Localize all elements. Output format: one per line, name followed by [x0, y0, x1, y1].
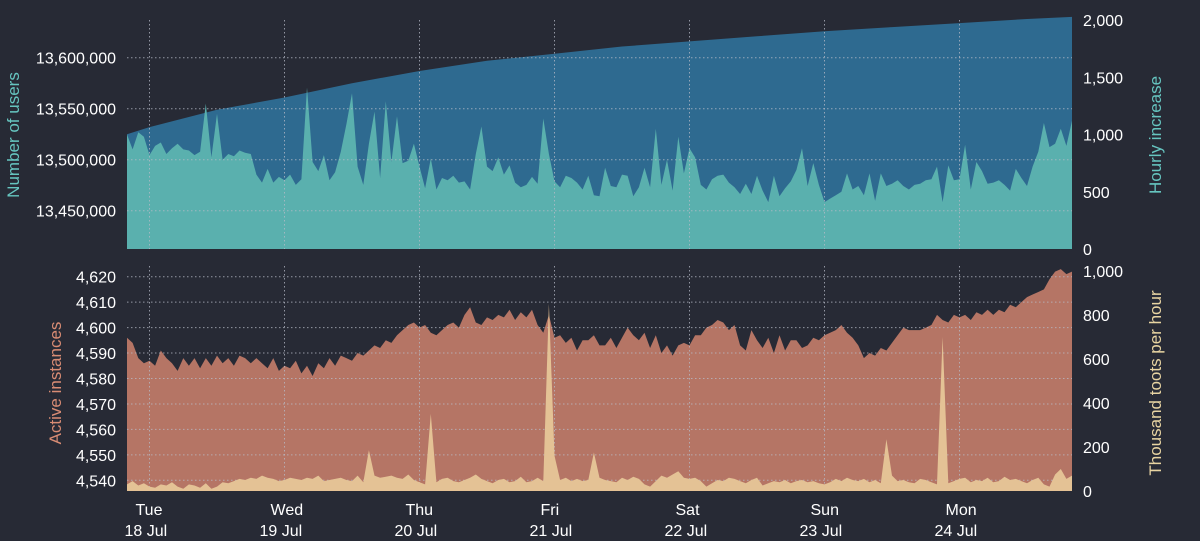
x-tick-day-label: Tue: [136, 502, 163, 519]
instances-axis-title: Active instances: [46, 322, 65, 445]
x-tick-date-label: 20 Jul: [395, 523, 438, 540]
x-tick-day-label: Sun: [811, 502, 839, 519]
0-right-tick-label: 1,500: [1083, 70, 1123, 87]
0-left-tick-label: 13,600,000: [36, 51, 116, 68]
1-right-tick-label: 800: [1083, 308, 1110, 325]
1-left-tick-label: 4,550: [76, 448, 116, 465]
x-tick-date-label: 18 Jul: [125, 523, 168, 540]
x-tick-day-label: Thu: [406, 502, 434, 519]
1-right-tick-label: 600: [1083, 352, 1110, 369]
1-left-tick-label: 4,620: [76, 270, 116, 287]
1-right-tick-label: 1,000: [1083, 264, 1123, 281]
1-right-tick-label: 200: [1083, 440, 1110, 457]
x-tick-date-label: 21 Jul: [530, 523, 573, 540]
1-left-tick-label: 4,600: [76, 321, 116, 338]
hourly-increase-axis-title: Hourly increase: [1146, 76, 1165, 194]
1-left-tick-label: 4,610: [76, 295, 116, 312]
users-panel: 13,450,000 13,500,000 13,550,000 13,600,000…: [36, 13, 1123, 259]
x-tick-day-label: Wed: [271, 502, 304, 519]
0-left-tick-label: 13,500,000: [36, 153, 116, 170]
instances-area: [127, 269, 1072, 491]
0-left-tick-label: 13,450,000: [36, 204, 116, 221]
x-tick-date-label: 22 Jul: [665, 523, 708, 540]
0-right-tick-label: 0: [1083, 242, 1092, 259]
x-tick-date-label: 19 Jul: [260, 523, 303, 540]
1-left-tick-label: 4,560: [76, 422, 116, 439]
1-left-tick-label: 4,540: [76, 473, 116, 490]
1-right-tick-label: 400: [1083, 396, 1110, 413]
x-tick-day-label: Fri: [541, 502, 560, 519]
users-axis-title: Number of users: [4, 72, 23, 198]
0-right-tick-label: 1,000: [1083, 128, 1123, 145]
x-tick-date-label: 24 Jul: [935, 523, 978, 540]
x-axis: Tue 18 Jul Wed 19 Jul Thu 20 Jul Fri 21 Jul Sat 2…: [125, 502, 978, 540]
x-tick-date-label: 23 Jul: [800, 523, 843, 540]
x-tick-day-label: Sat: [676, 502, 701, 519]
1-right-tick-label: 0: [1083, 484, 1092, 501]
instances-panel: 4,540 4,550 4,560 4,570 4,580 4,590 4,600 4,610…: [76, 264, 1123, 501]
toots-axis-title: Thousand toots per hour: [1146, 290, 1165, 476]
x-tick-day-label: Mon: [946, 502, 977, 519]
users-grid: 13,450,000 13,500,000 13,550,000 13,600,000…: [36, 13, 1123, 259]
1-left-tick-label: 4,570: [76, 397, 116, 414]
0-right-tick-label: 500: [1083, 185, 1110, 202]
1-left-tick-label: 4,590: [76, 346, 116, 363]
0-right-tick-label: 2,000: [1083, 13, 1123, 30]
1-left-tick-label: 4,580: [76, 372, 116, 389]
hourly-increase-area: [127, 87, 1072, 249]
0-left-tick-label: 13,550,000: [36, 102, 116, 119]
